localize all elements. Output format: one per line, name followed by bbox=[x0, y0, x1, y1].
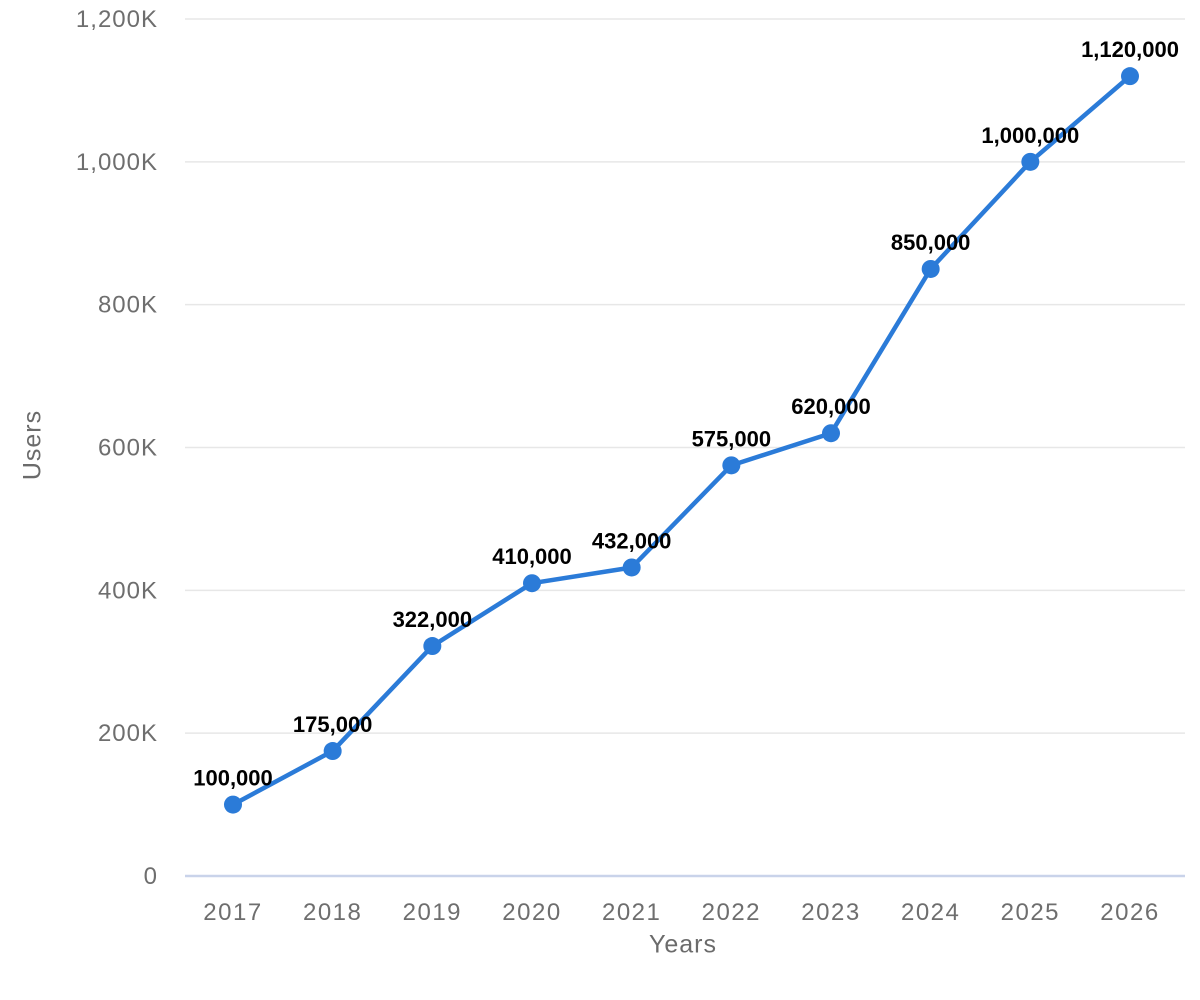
data-point[interactable] bbox=[921, 259, 940, 278]
data-point-label: 620,000 bbox=[791, 394, 871, 419]
x-tick-label: 2018 bbox=[303, 899, 362, 926]
x-tick-label: 2024 bbox=[901, 899, 960, 926]
data-point-label: 175,000 bbox=[293, 712, 373, 737]
data-point-label: 850,000 bbox=[891, 230, 971, 255]
data-point-label: 410,000 bbox=[492, 544, 572, 569]
y-tick-label: 400K bbox=[98, 577, 158, 604]
data-point[interactable] bbox=[1121, 67, 1139, 86]
y-tick-label: 0 bbox=[144, 863, 158, 890]
data-point[interactable] bbox=[224, 795, 242, 814]
y-tick-label: 1,200K bbox=[76, 6, 158, 33]
x-axis-title: Years bbox=[648, 930, 718, 959]
data-point-label: 1,000,000 bbox=[981, 123, 1079, 148]
x-tick-label: 2023 bbox=[801, 899, 860, 926]
x-tick-label: 2025 bbox=[1001, 899, 1060, 926]
data-point[interactable] bbox=[423, 637, 442, 656]
data-point[interactable] bbox=[622, 558, 641, 577]
data-point-label: 322,000 bbox=[393, 607, 473, 632]
x-tick-label: 2017 bbox=[203, 899, 262, 926]
data-point[interactable] bbox=[323, 742, 342, 761]
series-line bbox=[230, 73, 1133, 807]
x-tick-label: 2020 bbox=[502, 899, 561, 926]
y-axis-title: Users bbox=[18, 409, 47, 481]
data-point[interactable] bbox=[722, 456, 741, 475]
data-point[interactable] bbox=[1021, 152, 1040, 171]
x-tick-label: 2019 bbox=[403, 899, 462, 926]
y-tick-label: 800K bbox=[98, 292, 158, 319]
x-tick-label: 2026 bbox=[1100, 899, 1159, 926]
y-tick-label: 200K bbox=[98, 720, 158, 747]
data-point-label: 1,120,000 bbox=[1081, 37, 1179, 62]
data-point-label: 432,000 bbox=[592, 528, 672, 553]
y-tick-label: 1,000K bbox=[76, 149, 158, 176]
x-tick-label: 2021 bbox=[602, 899, 661, 926]
data-point[interactable] bbox=[822, 424, 840, 443]
data-point-label: 575,000 bbox=[692, 426, 772, 451]
x-tick-label: 2022 bbox=[702, 899, 761, 926]
data-point-label: 100,000 bbox=[193, 766, 273, 791]
data-point[interactable] bbox=[523, 574, 541, 593]
y-tick-label: 600K bbox=[98, 435, 158, 462]
